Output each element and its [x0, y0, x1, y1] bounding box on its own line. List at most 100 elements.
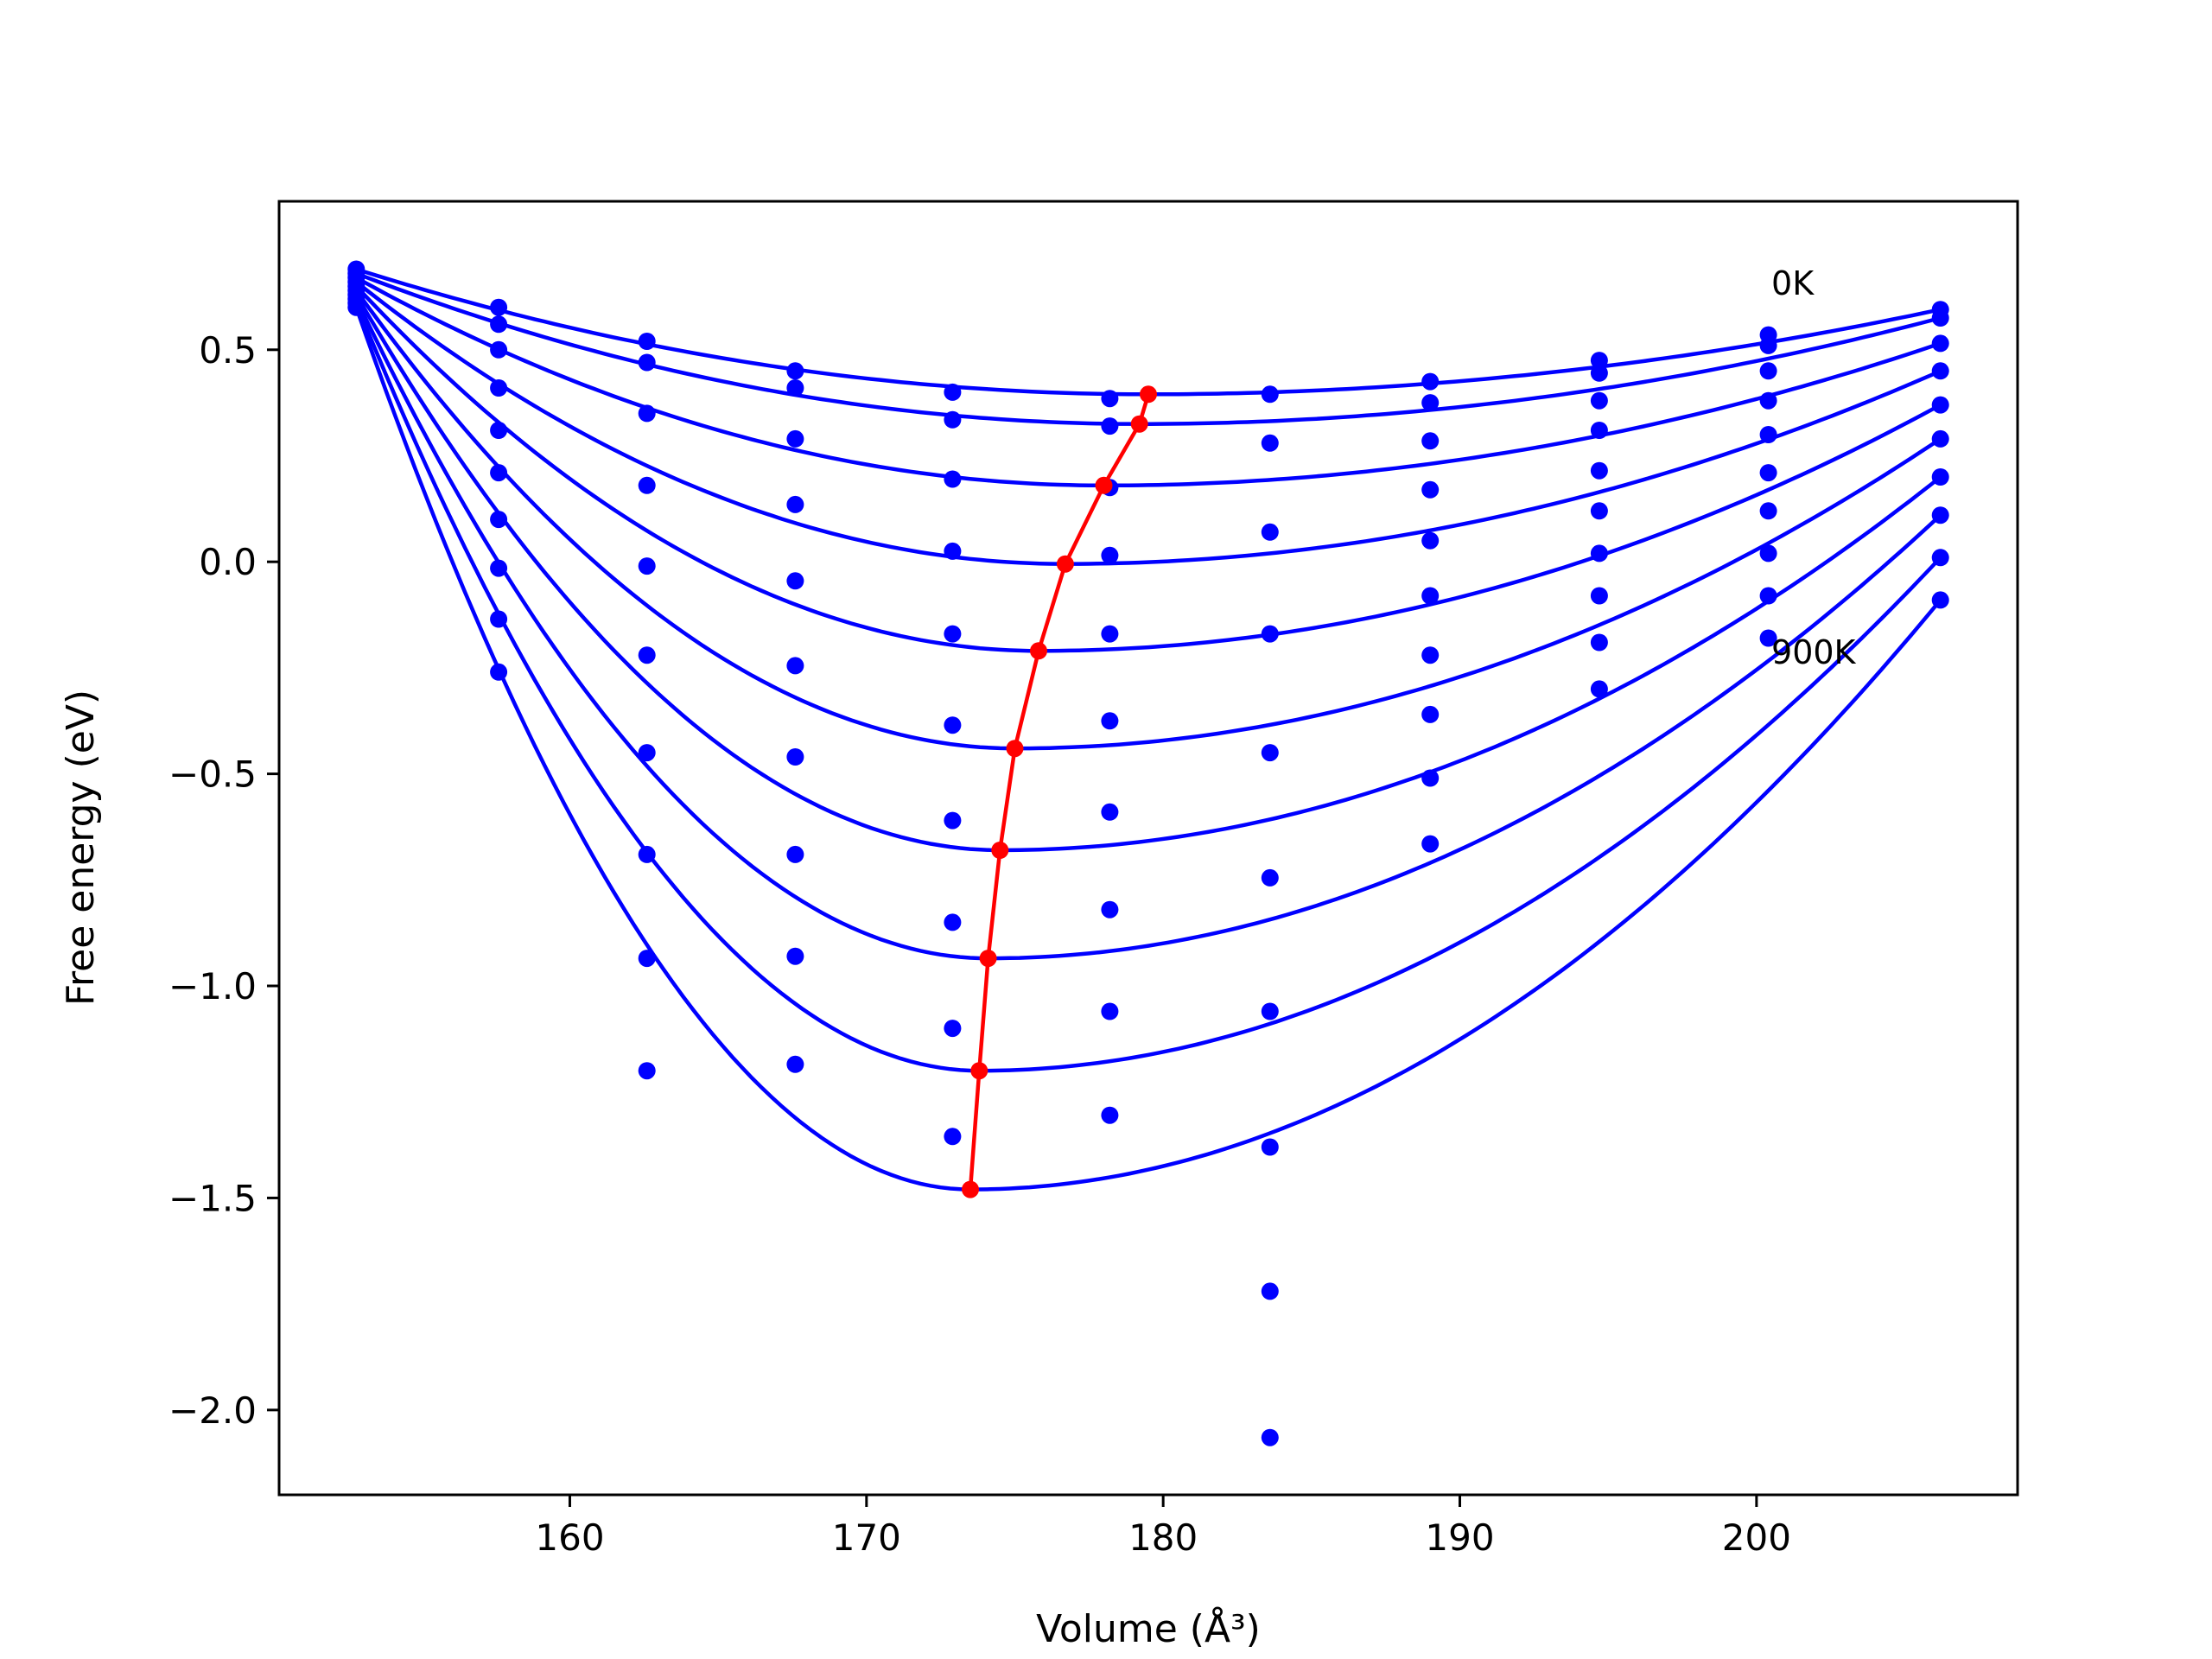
minimum-point-3 — [1056, 555, 1074, 573]
data-point-3-7 — [1421, 480, 1440, 499]
x-tick-label-200: 200 — [1722, 1516, 1791, 1559]
data-point-7-9 — [1759, 544, 1777, 563]
data-point-5-9 — [1759, 464, 1777, 482]
x-axis-label: Volume (Å³) — [1036, 1605, 1261, 1651]
data-point-9-2 — [638, 1062, 656, 1080]
data-point-7-8 — [1590, 587, 1608, 605]
data-point-1-10 — [1931, 309, 1949, 327]
fit-curve-3 — [354, 280, 1942, 566]
minimum-point-8 — [970, 1062, 988, 1080]
data-point-2-7 — [1421, 432, 1440, 450]
data-point-5-2 — [638, 646, 656, 664]
data-point-9-9 — [1759, 629, 1777, 647]
y-tick-label-3: −1.0 — [168, 965, 257, 1007]
plot-frame — [277, 200, 2019, 1497]
data-point-0-2 — [638, 333, 656, 350]
data-point-1-2 — [638, 353, 656, 372]
data-point-3-8 — [1590, 422, 1608, 439]
x-tick-label-180: 180 — [1128, 1516, 1198, 1559]
data-point-8-2 — [638, 950, 656, 968]
data-point-5-8 — [1590, 502, 1608, 520]
minimum-point-9 — [962, 1180, 979, 1198]
data-point-3-6 — [1261, 625, 1279, 643]
data-point-6-8 — [1590, 544, 1608, 563]
data-point-5-10 — [1931, 429, 1949, 448]
data-point-9-10 — [1931, 591, 1949, 609]
data-point-4-7 — [1421, 531, 1440, 550]
data-point-8-5 — [1101, 1002, 1119, 1020]
data-point-7-3 — [786, 845, 804, 863]
data-point-3-9 — [1759, 391, 1777, 410]
fit-curve-1 — [355, 271, 1942, 426]
data-point-2-9 — [1759, 362, 1777, 380]
data-point-1-8 — [1590, 364, 1608, 382]
fit-curve-8 — [354, 302, 1942, 1073]
data-point-8-6 — [1261, 1282, 1279, 1300]
data-point-5-1 — [490, 464, 508, 482]
data-point-7-2 — [638, 845, 656, 863]
data-point-4-2 — [638, 557, 656, 575]
data-point-0-7 — [1421, 372, 1440, 391]
data-point-8-3 — [786, 947, 804, 965]
data-point-8-10 — [1931, 549, 1949, 567]
data-point-0-8 — [1590, 352, 1608, 370]
y-axis: 0.5 0.0 −0.5 −1.0 −1.5 −2.0 — [168, 329, 279, 1432]
y-axis-label: Free energy (eV) — [59, 690, 103, 1006]
data-point-9-7 — [1421, 835, 1440, 853]
data-point-7-7 — [1421, 705, 1440, 723]
data-point-4-10 — [1931, 396, 1949, 414]
fit-curve-0 — [355, 267, 1942, 397]
data-point-5-4 — [944, 716, 962, 734]
data-point-6-3 — [786, 748, 804, 766]
data-point-4-9 — [1759, 426, 1777, 443]
data-point-6-7 — [1421, 646, 1440, 664]
minimum-point-1 — [1130, 415, 1148, 433]
data-point-8-7 — [1421, 769, 1440, 787]
data-point-4-6 — [1261, 744, 1279, 762]
data-point-9-1 — [490, 663, 508, 681]
fit-curve-7 — [354, 297, 1942, 961]
y-tick-label-0: 0.5 — [199, 329, 257, 372]
data-point-1-1 — [490, 315, 508, 334]
x-tick-label-170: 170 — [832, 1516, 901, 1559]
data-point-9-0 — [347, 298, 365, 316]
data-point-6-10 — [1931, 468, 1949, 486]
data-point-2-2 — [638, 404, 656, 423]
data-point-2-1 — [490, 340, 508, 359]
minimum-point-5 — [1006, 740, 1024, 758]
data-point-0-3 — [786, 362, 804, 380]
fit-curve-6 — [354, 293, 1942, 853]
data-point-3-4 — [944, 542, 962, 560]
x-tick-label-160: 160 — [535, 1516, 604, 1559]
data-point-0-1 — [490, 298, 508, 316]
data-point-2-4 — [944, 470, 962, 488]
data-point-3-1 — [490, 379, 508, 397]
minimum-point-2 — [1095, 476, 1113, 494]
data-point-2-10 — [1931, 334, 1949, 353]
annotation-1: 900K — [1771, 633, 1857, 671]
data-point-7-1 — [490, 559, 508, 577]
data-point-7-4 — [944, 913, 962, 931]
data-point-8-8 — [1590, 633, 1608, 652]
data-point-6-4 — [944, 811, 962, 830]
data-point-5-3 — [786, 657, 804, 675]
data-point-9-8 — [1590, 680, 1608, 698]
data-point-6-6 — [1261, 1002, 1279, 1020]
annotations: 0K 900K — [1771, 264, 1857, 671]
data-point-8-1 — [490, 610, 508, 628]
data-point-0-4 — [944, 383, 962, 401]
data-point-5-6 — [1261, 868, 1279, 887]
minimum-point-6 — [991, 842, 1009, 859]
data-point-7-10 — [1931, 506, 1949, 524]
data-point-9-5 — [1101, 1106, 1119, 1124]
minimum-point-7 — [979, 950, 997, 968]
data-point-9-6 — [1261, 1428, 1279, 1446]
minimum-point-4 — [1030, 642, 1047, 660]
x-tick-label-190: 190 — [1425, 1516, 1494, 1559]
data-point-9-4 — [944, 1128, 962, 1146]
fit-curve-9 — [354, 306, 1942, 1192]
data-point-8-4 — [944, 1020, 962, 1038]
data-point-7-6 — [1261, 1138, 1279, 1156]
data-point-7-5 — [1101, 900, 1119, 918]
data-point-1-9 — [1759, 336, 1777, 354]
